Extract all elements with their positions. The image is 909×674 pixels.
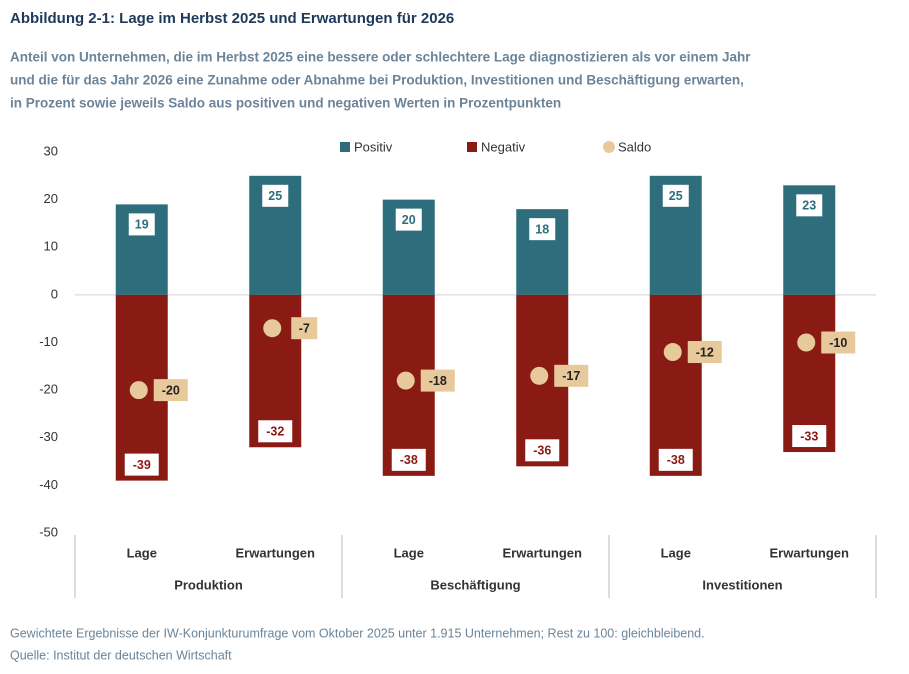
value-label: -18 [429,374,447,388]
value-label-bg [395,208,422,231]
value-label-bg [391,448,426,471]
legend-label: Positiv [354,139,393,154]
value-label-bg [687,341,722,364]
value-label: -12 [696,345,714,359]
x-tick-label: Erwartungen [236,545,316,560]
value-label-bg [124,453,159,476]
legend-label: Negativ [481,139,526,154]
subtitle: in Prozent sowie jeweils Saldo aus posit… [10,96,561,111]
y-tick-label: 10 [44,239,58,254]
legend-swatch [467,142,477,152]
value-label: -7 [299,322,310,336]
legend-label: Saldo [618,139,651,154]
value-label-bg [262,184,289,207]
saldo-point [530,366,549,385]
value-label: 23 [802,199,816,213]
value-label: 19 [135,218,149,232]
chart-title: Abbildung 2-1: Lage im Herbst 2025 und E… [10,10,454,27]
value-label-bg [529,218,556,241]
x-tick-label: Erwartungen [503,545,583,560]
y-tick-label: -40 [39,477,58,492]
value-label: 18 [535,222,549,236]
footnote: Quelle: Institut der deutschen Wirtschaf… [10,648,232,662]
value-label-bg [258,420,293,443]
y-tick-label: 20 [44,191,58,206]
x-tick-label: Lage [394,545,424,560]
value-label-bg [658,448,693,471]
legend-swatch [340,142,350,152]
value-label: 25 [268,189,282,203]
value-label-bg [554,364,589,387]
y-tick-label: 0 [51,286,58,301]
subtitle: und die für das Jahr 2026 eine Zunahme o… [10,73,744,88]
value-label: 25 [669,189,683,203]
legend-swatch [603,141,615,153]
y-tick-label: -10 [39,334,58,349]
y-tick-label: -50 [39,524,58,539]
value-label: -20 [162,383,180,397]
footnote: Gewichtete Ergebnisse der IW-Konjunkturu… [10,626,705,640]
value-label: -10 [829,336,847,350]
saldo-point [396,371,415,390]
value-label-bg [662,184,689,207]
value-label-bg [420,369,455,392]
value-label: -39 [133,458,151,472]
value-label-bg [153,379,188,402]
subtitle: Anteil von Unternehmen, die im Herbst 20… [10,50,751,65]
value-label: 20 [402,213,416,227]
group-label: Produktion [174,577,243,592]
value-label-bg [291,317,318,340]
value-label: -33 [800,429,818,443]
y-tick-label: -20 [39,382,58,397]
group-label: Beschäftigung [430,577,520,592]
saldo-point [663,343,682,362]
value-label-bg [796,194,823,217]
y-tick-label: -30 [39,429,58,444]
value-label: -17 [562,369,580,383]
bar [649,294,702,476]
saldo-point [797,333,816,352]
value-label-bg [821,331,856,354]
group-label: Investitionen [702,577,782,592]
y-tick-label: 30 [44,143,58,158]
value-label: -38 [667,453,685,467]
saldo-point [263,319,282,338]
value-label-bg [128,213,155,236]
saldo-point [129,381,148,400]
value-label-bg [525,439,560,462]
x-tick-label: Lage [127,545,157,560]
x-tick-label: Lage [661,545,691,560]
x-tick-label: Erwartungen [770,545,850,560]
value-label: -36 [533,444,551,458]
value-label: -32 [266,425,284,439]
value-label-bg [792,425,827,448]
value-label: -38 [400,453,418,467]
